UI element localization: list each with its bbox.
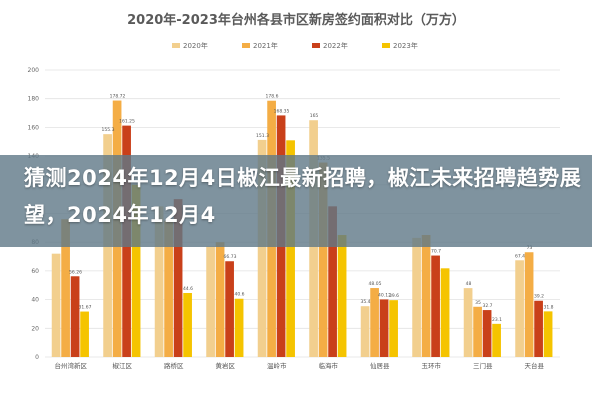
bar: [61, 219, 70, 357]
bar-value-label: 66.73: [224, 254, 237, 260]
bar-value-label: 44.6: [183, 286, 193, 292]
bar: [524, 252, 534, 357]
bar-value-label: 48.05: [369, 281, 382, 287]
bar: [183, 292, 192, 357]
bar-value-label: 178.6: [266, 94, 279, 100]
bar: [318, 162, 328, 357]
bar: [154, 206, 164, 357]
bar: [492, 323, 501, 357]
bar-value-label: 40.12: [378, 292, 391, 298]
bar-value-label: 70.7: [431, 249, 441, 255]
x-category-label: 三门县: [473, 361, 493, 370]
x-category-label: 仙居县: [370, 361, 390, 370]
x-category-label: 黄岩区: [216, 361, 236, 370]
bar-value-label: 165: [310, 113, 319, 119]
bar: [51, 253, 61, 357]
bar: [234, 298, 244, 357]
bar: [440, 268, 450, 357]
bar-value-label: 67.4: [515, 253, 525, 259]
bar: [337, 235, 347, 357]
bar-value-label: 48: [466, 281, 472, 287]
bar-value-label: 151.3: [256, 133, 269, 139]
bar: [534, 300, 543, 357]
bar: [173, 199, 183, 357]
x-category-label: 天台县: [525, 361, 545, 370]
bar: [412, 237, 421, 357]
x-category-label: 温岭市: [267, 361, 287, 370]
chart-legend: 2020年 2021年 2022年 2023年: [172, 41, 418, 50]
bar: [389, 300, 398, 357]
x-category-label: 玉环市: [422, 361, 442, 370]
bar-value-label: 39.2: [534, 294, 544, 300]
bar: [164, 220, 173, 357]
bar-value-label: 32.7: [482, 303, 492, 309]
bar-value-label: 31.8: [543, 304, 553, 310]
bar: [206, 246, 215, 357]
legend-label: 2022年: [323, 41, 348, 50]
bar: [515, 260, 524, 357]
bar: [131, 184, 141, 357]
bar: [286, 140, 295, 357]
legend-label: 2023年: [393, 41, 418, 50]
bar: [328, 206, 337, 357]
headline-text: 猜测2024年12月4日椒江最新招聘，椒江未来招聘趋势展望，2024年12月4: [24, 166, 582, 227]
bar-value-label: 168.35: [274, 108, 290, 114]
legend-swatch: [242, 43, 250, 48]
bar: [370, 288, 379, 357]
x-axis: 台州湾新区 椒江区 路桥区 黄岩区 温岭市 临海市 仙居县 玉环市 三门县 天台县: [55, 361, 545, 370]
bar-value-label: 178.72: [110, 94, 126, 100]
headline-banner: [0, 155, 592, 247]
y-tick-label: 180: [28, 96, 40, 103]
bar: [421, 235, 431, 357]
bar: [379, 299, 389, 357]
bar: [80, 311, 89, 357]
legend-label: 2021年: [253, 41, 278, 50]
bar-value-label: 161.25: [119, 119, 135, 125]
chart-title: 2020年-2023年台州各县市区新房签约面积对比（万方）: [127, 12, 465, 28]
bar: [225, 261, 234, 357]
y-tick-label: 20: [31, 325, 39, 332]
bar: [257, 139, 267, 357]
legend-label: 2020年: [183, 41, 208, 50]
bar-value-label: 73: [527, 245, 533, 251]
x-category-label: 台州湾新区: [55, 361, 88, 370]
x-category-label: 临海市: [319, 361, 339, 370]
legend-swatch: [172, 43, 180, 48]
legend-swatch: [312, 43, 320, 48]
x-category-label: 路桥区: [164, 361, 184, 370]
y-tick-label: 60: [31, 268, 39, 275]
bar-value-label: 35: [475, 300, 481, 306]
y-tick-label: 0: [35, 354, 39, 361]
bar-value-label: 56.26: [69, 269, 82, 275]
bar: [70, 276, 80, 357]
bar: [473, 306, 482, 357]
bar: [431, 255, 440, 357]
bar-value-label: 155.3: [102, 127, 115, 133]
bar-value-label: 39.6: [389, 293, 399, 299]
bar: [482, 310, 492, 357]
y-tick-label: 200: [28, 67, 40, 74]
x-category-label: 椒江区: [113, 361, 133, 370]
bar-value-label: 23.1: [492, 317, 502, 323]
bar-value-label: 40.6: [234, 292, 244, 298]
bar-value-label: 31.67: [79, 305, 92, 311]
legend-swatch: [382, 43, 390, 48]
bar: [360, 306, 370, 357]
y-tick-label: 40: [31, 297, 39, 304]
bar-value-label: 35.4: [360, 299, 370, 305]
bar: [215, 242, 225, 357]
bar: [463, 288, 473, 357]
bar: [543, 311, 553, 357]
y-tick-label: 160: [28, 124, 40, 131]
